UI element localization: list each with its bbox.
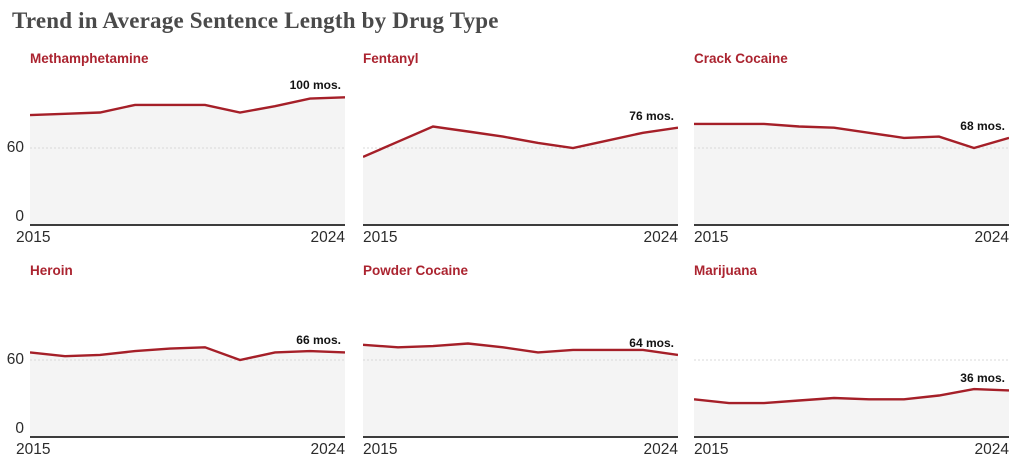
- line-chart: 66 mos.: [30, 287, 345, 438]
- end-value-label: 76 mos.: [629, 108, 674, 123]
- panel-crack-cocaine: Crack Cocaine 68 mos. 2015 2024: [694, 51, 1009, 256]
- trend-line: [363, 342, 678, 357]
- trend-line: [694, 387, 1009, 405]
- x-axis-tick-end: 2024: [974, 229, 1009, 246]
- x-axis-tick-start: 2015: [16, 441, 51, 458]
- end-value-label: 64 mos.: [629, 335, 674, 350]
- area-fill: [694, 123, 1009, 224]
- trend-line: [30, 346, 345, 362]
- x-axis-tick-start: 2015: [363, 441, 398, 458]
- panel-title: Methamphetamine: [30, 51, 149, 66]
- panel-powder-cocaine: Powder Cocaine 64 mos. 2015 2024: [363, 263, 678, 468]
- line-chart-svg: [363, 125, 678, 224]
- x-axis-tick-start: 2015: [694, 441, 729, 458]
- end-value-label: 66 mos.: [296, 333, 341, 348]
- y-axis-tick-0: 0: [15, 208, 24, 225]
- line-chart-svg: [694, 122, 1009, 224]
- x-axis-tick-start: 2015: [16, 229, 51, 246]
- x-axis: 2015 2024: [16, 229, 345, 247]
- x-axis: 2015 2024: [363, 229, 678, 247]
- end-value-label: 68 mos.: [960, 118, 1005, 133]
- x-axis-tick-end: 2024: [643, 441, 678, 458]
- area-fill: [30, 97, 345, 224]
- line-chart: 36 mos.: [694, 287, 1009, 438]
- trend-line: [363, 125, 678, 159]
- end-value-label: 100 mos.: [289, 78, 341, 93]
- trend-line: [30, 96, 345, 117]
- panel-title: Heroin: [30, 263, 73, 278]
- x-axis: 2015 2024: [694, 229, 1009, 247]
- x-axis: 2015 2024: [694, 441, 1009, 459]
- x-axis-tick-start: 2015: [363, 229, 398, 246]
- line-chart-svg: [694, 359, 1009, 436]
- area-fill: [30, 347, 345, 436]
- x-axis: 2015 2024: [16, 441, 345, 459]
- y-axis-tick-60: 60: [6, 351, 24, 368]
- panel-marijuana: Marijuana 36 mos. 2015 2024: [694, 263, 1009, 468]
- area-fill: [363, 343, 678, 436]
- panel-title: Marijuana: [694, 263, 758, 278]
- x-axis-tick-end: 2024: [643, 229, 678, 246]
- line-chart: 64 mos.: [363, 287, 678, 438]
- y-axis-tick-60: 60: [6, 139, 24, 156]
- line-chart-svg: [363, 342, 678, 436]
- panel-fentanyl: Fentanyl 76 mos. 2015 2024: [363, 51, 678, 256]
- line-chart: 68 mos.: [694, 75, 1009, 226]
- panel-title: Fentanyl: [363, 51, 419, 66]
- line-chart: 100 mos.: [30, 75, 345, 226]
- panel-heroin: Heroin 60 0 66 mos. 2015 2024: [0, 263, 345, 468]
- x-axis: 2015 2024: [363, 441, 678, 459]
- end-value-label: 36 mos.: [960, 371, 1005, 386]
- x-axis-tick-end: 2024: [310, 229, 345, 246]
- area-fill: [694, 389, 1009, 436]
- x-axis-tick-start: 2015: [694, 229, 729, 246]
- x-axis-tick-end: 2024: [310, 441, 345, 458]
- line-chart: 76 mos.: [363, 75, 678, 226]
- x-axis-tick-end: 2024: [974, 441, 1009, 458]
- panel-methamphetamine: Methamphetamine 60 0 100 mos. 2015 2024: [0, 51, 345, 256]
- area-fill: [363, 126, 678, 224]
- line-chart-svg: [30, 346, 345, 436]
- panel-title: Crack Cocaine: [694, 51, 788, 66]
- y-axis-tick-0: 0: [15, 420, 24, 437]
- line-chart-svg: [30, 96, 345, 224]
- trend-line: [694, 122, 1009, 150]
- panel-title: Powder Cocaine: [363, 263, 469, 278]
- page-title: Trend in Average Sentence Length by Drug…: [12, 8, 499, 33]
